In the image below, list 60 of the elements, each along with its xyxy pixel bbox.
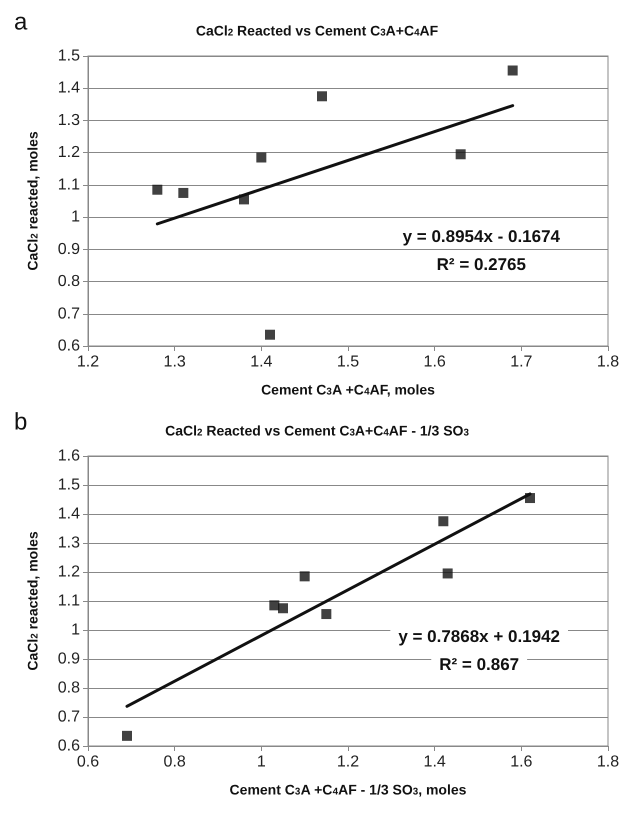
x-tick-label: 1.8 [596,754,620,770]
x-tick-label: 1.7 [510,354,533,370]
y-tick-label: 1.2 [58,564,80,580]
point [508,66,518,76]
y-tick-label: 1.3 [58,534,80,552]
x-tick-label: 1.2 [336,754,360,770]
annotation: y = 0.7868x + 0.1942 [398,627,560,646]
point [122,730,132,741]
point [265,330,275,340]
point [178,188,188,198]
x-tick-label: 1 [256,754,266,770]
x-tick-label: 0.8 [164,754,186,770]
x-tick-label: 1.4 [250,354,273,370]
point [525,493,535,504]
chart-title: CaCl2 Reacted vs Cement C3A+C4AF [196,22,439,38]
y-tick-label: 0.6 [58,738,80,754]
point [438,516,448,526]
y-tick-label: 0.9 [58,650,80,668]
point [300,571,310,582]
y-tick-label: 1.3 [58,112,80,129]
x-tick-label: 1.3 [164,354,186,370]
x-axis-title: Cement C3A +C4AF - 1/3 SO3, moles [230,781,467,798]
y-tick-label: 1.1 [58,592,80,610]
x-tick-label: 1.6 [510,754,533,770]
y-tick-label: 1 [71,208,80,226]
text: a [14,8,28,36]
annotation: y = 0.8954x - 0.1674 [402,227,561,246]
y-tick-label: 0.8 [58,680,80,696]
x-tick-label: 1.8 [596,354,620,370]
x-tick-label: 1.6 [424,354,446,370]
y-tick-label: 1.5 [58,48,80,64]
y-tick-label: 1.1 [58,176,80,194]
point [256,152,266,162]
text: b [14,408,28,436]
y-tick-label: 1.4 [58,80,80,97]
point [321,609,332,620]
y-tick-label: 0.8 [58,273,80,290]
y-tick-label: 1.5 [58,476,80,494]
y-tick-label: 0.7 [58,708,80,726]
point [152,184,162,195]
point [239,194,249,204]
x-tick-label: 1.4 [424,754,446,770]
annotation: R² = 0.2765 [436,255,526,274]
point [278,603,288,614]
point [442,568,453,578]
x-tick-label: 1.5 [336,354,360,370]
x-axis-title: Cement C3A +C4AF, moles [261,381,436,398]
y-axis-title: CaCl2 reacted, moles [24,531,41,671]
chart-title: CaCl2 Reacted vs Cement C3A+C4AF - 1/3 SO3 [165,422,470,438]
y-tick-label: 0.6 [58,338,80,354]
y-tick-label: 0.7 [58,305,80,322]
point [317,91,327,102]
y-axis-title: CaCl2 reacted, moles [24,131,41,271]
y-tick-label: 1.4 [58,506,80,522]
y-tick-label: 1.2 [58,144,80,162]
annotation: R² = 0.867 [439,655,520,674]
point [456,149,466,160]
y-tick-label: 1 [71,622,80,638]
y-tick-label: 1.6 [58,448,80,464]
y-tick-label: 0.9 [58,240,80,258]
